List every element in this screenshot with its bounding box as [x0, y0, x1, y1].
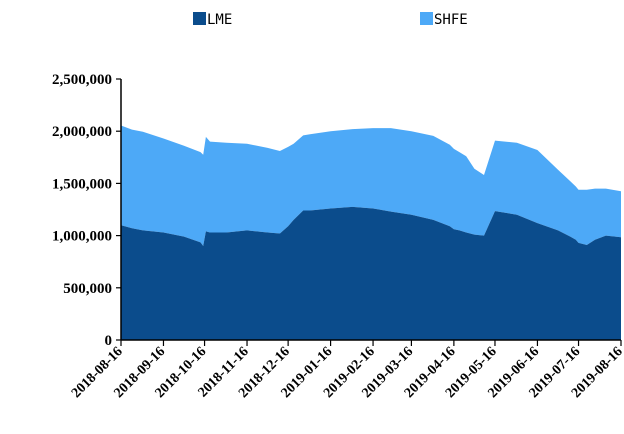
- plot-area: [121, 125, 621, 340]
- y-tick-label: 0: [105, 333, 113, 349]
- legend: LME SHFE: [193, 12, 468, 28]
- y-tick-label: 1,000,000: [52, 229, 112, 245]
- y-tick-label: 2,000,000: [52, 124, 112, 140]
- legend-item-shfe: SHFE: [420, 12, 468, 28]
- y-tick-label: 500,000: [63, 281, 112, 297]
- y-tick-label: 1,500,000: [52, 176, 112, 192]
- area-series-shfe: [121, 125, 621, 246]
- legend-swatch-lme: [193, 12, 206, 25]
- y-tick-label: 2,500,000: [52, 72, 112, 88]
- legend-label-lme: LME: [207, 12, 232, 28]
- legend-swatch-shfe: [420, 12, 433, 25]
- legend-item-lme: LME: [193, 12, 232, 28]
- area-series-lme: [121, 206, 621, 340]
- legend-label-shfe: SHFE: [434, 12, 468, 28]
